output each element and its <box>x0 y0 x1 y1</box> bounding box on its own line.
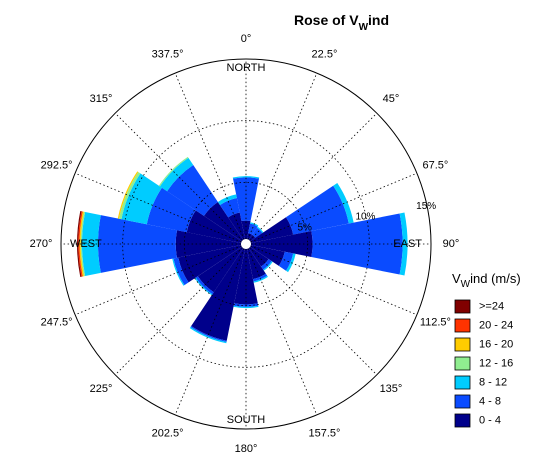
angle-tick-label: 337.5° <box>152 49 184 61</box>
polar-labels: 0° 22.5° 45° 67.5° 90° 112.5° 135° 157.5° 180° 20… <box>30 33 460 455</box>
angle-tick-label: 157.5° <box>308 427 340 439</box>
angle-tick-label: 180° <box>235 443 258 455</box>
sector-9-bin-1 <box>190 326 227 342</box>
sector-10-bin-2 <box>194 277 213 296</box>
sector-15-bin-2 <box>217 194 237 206</box>
sector-11-bin-1 <box>173 257 189 286</box>
sector-8-bin-2 <box>233 305 259 309</box>
sector-4-bin-1 <box>311 213 403 275</box>
sector-13-bin-4 <box>117 171 139 219</box>
legend-title-tail: ind (m/s) <box>470 271 521 286</box>
angle-tick-label: 292.5° <box>41 160 73 172</box>
sector-0-bin-2 <box>232 176 260 179</box>
sector-13-bin-1 <box>146 187 196 233</box>
sector-0-bin-1 <box>233 177 259 222</box>
legend-label: >=24 <box>479 301 504 313</box>
sector-13-bin-3 <box>118 172 141 220</box>
sector-15-bin-1 <box>219 198 240 218</box>
sector-5-bin-0 <box>250 244 285 266</box>
sector-12-bin-1 <box>97 215 178 273</box>
sector-11-bin-2 <box>172 258 185 286</box>
chart-title-main: Rose of V <box>294 12 359 28</box>
legend-title-main: V <box>452 271 461 286</box>
chart-title-tail: ind <box>368 12 389 28</box>
angle-tick-label: 225° <box>90 383 113 395</box>
chart-title-subscript: W <box>359 22 369 33</box>
calm-circle <box>241 239 251 249</box>
angle-tick-label: 135° <box>380 383 403 395</box>
direction-label-west: WEST <box>70 238 102 250</box>
sector-13-bin-0 <box>186 210 242 244</box>
angle-tick-label: 112.5° <box>420 316 451 328</box>
ring-label: 10% <box>355 212 375 223</box>
angle-tick-label: 270° <box>30 238 53 250</box>
sector-14-bin-3 <box>158 156 189 187</box>
legend-title-subscript: W <box>461 279 471 290</box>
legend-swatch <box>454 413 471 428</box>
sector-9-bin-2 <box>189 327 227 344</box>
legend-label: 8 - 12 <box>479 377 507 389</box>
legend-swatch <box>454 318 471 333</box>
sector-4-bin-0 <box>250 231 313 257</box>
sector-7-bin-2 <box>253 275 268 283</box>
sector-2-bin-2 <box>256 226 264 234</box>
sector-6-bin-1 <box>261 259 272 270</box>
sector-3-bin-0 <box>250 217 294 244</box>
sector-12-bin-3 <box>80 211 86 277</box>
sector-7-bin-1 <box>252 273 268 282</box>
angle-tick-label: 90° <box>443 238 460 250</box>
sector-12-bin-5 <box>78 211 83 277</box>
angle-tick-label: 45° <box>383 93 400 105</box>
legend-swatch <box>454 337 471 352</box>
direction-label-east: EAST <box>393 238 422 250</box>
polar-grid <box>60 58 432 430</box>
ring-label: 5% <box>298 222 313 233</box>
sector-12-bin-6 <box>77 211 82 277</box>
angle-tick-label: 247.5° <box>41 316 73 328</box>
legend-swatch <box>454 394 471 409</box>
sector-8-bin-0 <box>234 248 258 305</box>
legend-swatch <box>454 299 471 314</box>
direction-label-north: NORTH <box>227 62 266 74</box>
sector-12-bin-2 <box>81 212 101 276</box>
angle-tick-label: 22.5° <box>312 49 338 61</box>
ring-10 <box>122 120 370 368</box>
chart-title: Rose of VWind <box>294 12 389 33</box>
sector-7-bin-0 <box>246 248 266 280</box>
sector-group <box>77 156 408 344</box>
sector-6-bin-2 <box>263 261 273 271</box>
sector-13-bin-2 <box>121 173 162 225</box>
sector-1-bin-1 <box>248 223 258 235</box>
legend-label: 0 - 4 <box>479 415 501 427</box>
sector-3-bin-1 <box>285 185 349 235</box>
sector-11-bin-0 <box>178 244 242 283</box>
angle-tick-label: 0° <box>241 33 252 45</box>
sector-15-bin-0 <box>228 212 246 240</box>
legend-label: 20 - 24 <box>479 320 513 332</box>
legend-swatch <box>454 356 471 371</box>
ring-label: 15% <box>416 201 436 212</box>
sector-10-bin-0 <box>197 246 244 293</box>
legend-swatch <box>454 375 471 390</box>
legend-label: 4 - 8 <box>479 396 501 408</box>
legend: VWind (m/s) >=24 20 - 24 16 - 20 12 - 16 8 -… <box>452 271 521 428</box>
sector-12-bin-4 <box>79 211 84 277</box>
sector-9-bin-0 <box>191 248 246 341</box>
legend-title: VWind (m/s) <box>452 271 521 290</box>
angle-tick-label: 67.5° <box>422 160 448 172</box>
legend-label: 16 - 20 <box>479 339 513 351</box>
direction-label-south: SOUTH <box>227 414 266 426</box>
sector-2-bin-1 <box>252 227 263 238</box>
sector-5-bin-2 <box>285 253 296 273</box>
sector-5-bin-1 <box>278 251 294 271</box>
legend-label: 12 - 16 <box>479 358 513 370</box>
angle-tick-label: 315° <box>90 93 113 105</box>
angle-tick-label: 202.5° <box>152 427 184 439</box>
